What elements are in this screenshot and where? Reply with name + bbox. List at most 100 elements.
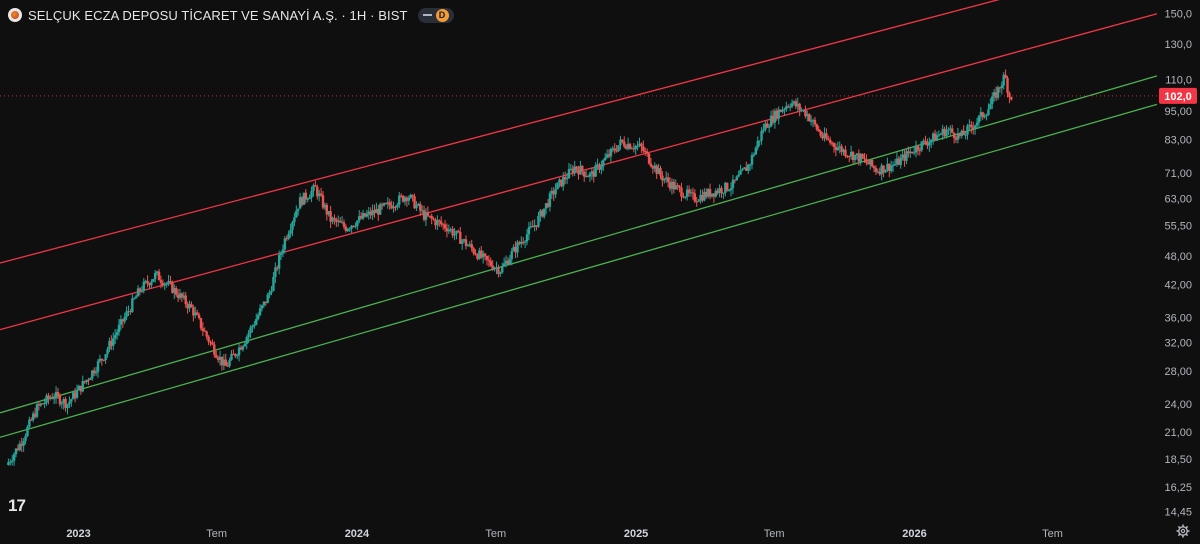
candle-body (914, 145, 918, 153)
candle-body (994, 92, 998, 98)
candle (399, 193, 403, 198)
candle (886, 157, 889, 173)
candle (735, 175, 738, 181)
candle-body (272, 276, 275, 291)
price-axis[interactable]: 150,0 130,0 110,0 95,00 83,00 71,00 63,00 55,50… (1164, 9, 1192, 519)
candle (794, 98, 798, 110)
candle (96, 359, 100, 378)
candle (874, 165, 878, 176)
candle (678, 185, 681, 193)
candle-body (924, 140, 927, 144)
visibility-toggle[interactable]: D (417, 7, 454, 23)
candle (647, 152, 651, 165)
candle (30, 417, 33, 421)
candle (520, 236, 523, 248)
candle-body (258, 308, 262, 316)
candle (12, 452, 16, 466)
candle (777, 106, 780, 125)
candle-body (558, 179, 561, 183)
candle (897, 155, 901, 166)
symbol-title[interactable]: SELÇUK ECZA DEPOSU TİCARET VE SANAYİ A.Ş… (28, 7, 408, 23)
candle (230, 350, 233, 361)
candle-body (359, 216, 363, 219)
candle-body (542, 208, 546, 217)
candle (888, 163, 891, 178)
candle-body (882, 165, 885, 173)
candle-body (54, 391, 58, 399)
candle (1004, 69, 1007, 79)
candle-body (12, 454, 16, 461)
candle-body (714, 190, 717, 197)
candle-body (92, 370, 96, 374)
settings-gear-icon[interactable] (1176, 524, 1190, 538)
candle-body (138, 288, 142, 291)
tradingview-logo-icon[interactable]: 17 (8, 496, 26, 515)
candle (716, 188, 719, 195)
candle (973, 124, 977, 135)
candle-body (30, 419, 33, 421)
candle (382, 202, 386, 207)
candle (577, 165, 580, 180)
candle (249, 325, 252, 339)
candle-body (838, 146, 841, 148)
candle (43, 398, 46, 409)
candle-body (396, 204, 399, 208)
candle (417, 202, 420, 207)
candle-body (802, 109, 805, 111)
candle-body (73, 392, 77, 398)
candle (312, 183, 315, 197)
candle (569, 164, 573, 171)
candle-body (968, 124, 971, 126)
candle-body (283, 238, 287, 250)
candle-body (752, 154, 756, 156)
candle (956, 127, 960, 144)
candle (748, 163, 752, 171)
candle-body (863, 158, 866, 160)
candle (939, 132, 942, 136)
candle-body (560, 179, 563, 187)
candle (516, 239, 519, 258)
candle (411, 194, 414, 202)
candle (268, 289, 271, 299)
candle (419, 201, 422, 216)
candle (77, 384, 81, 391)
candle-body (367, 211, 370, 214)
candle (644, 147, 647, 156)
candle-body (117, 324, 121, 333)
candle (108, 337, 111, 353)
candle (525, 229, 529, 246)
candle (125, 306, 128, 321)
candle (424, 208, 428, 227)
candle (453, 228, 456, 241)
candle (47, 392, 50, 405)
candle (199, 317, 203, 331)
candle (485, 255, 489, 266)
candle (344, 224, 348, 233)
candle (811, 118, 815, 128)
candle (931, 132, 935, 145)
candle (636, 140, 639, 151)
candle-body (436, 220, 439, 226)
candle (501, 262, 504, 274)
candle (985, 113, 988, 121)
candle (1006, 75, 1009, 98)
candle (550, 187, 554, 199)
candle-body (653, 165, 656, 169)
candle-body (319, 193, 323, 196)
candle-body (407, 197, 411, 201)
candle-body (756, 140, 759, 148)
candle-body (592, 171, 595, 177)
candle-body (226, 365, 229, 367)
candle (274, 262, 277, 283)
last-price-label: 102,0 (1159, 87, 1197, 104)
candle-body (459, 231, 462, 244)
time-axis[interactable]: 2023 Tem 2024 Tem 2025 Tem 2026 Tem (66, 528, 1063, 540)
candle-body (920, 141, 923, 151)
candle (131, 294, 134, 313)
candle-body (640, 143, 643, 147)
candle-body (573, 166, 576, 173)
candle (739, 164, 742, 175)
candle (733, 179, 737, 184)
candle (802, 109, 805, 113)
